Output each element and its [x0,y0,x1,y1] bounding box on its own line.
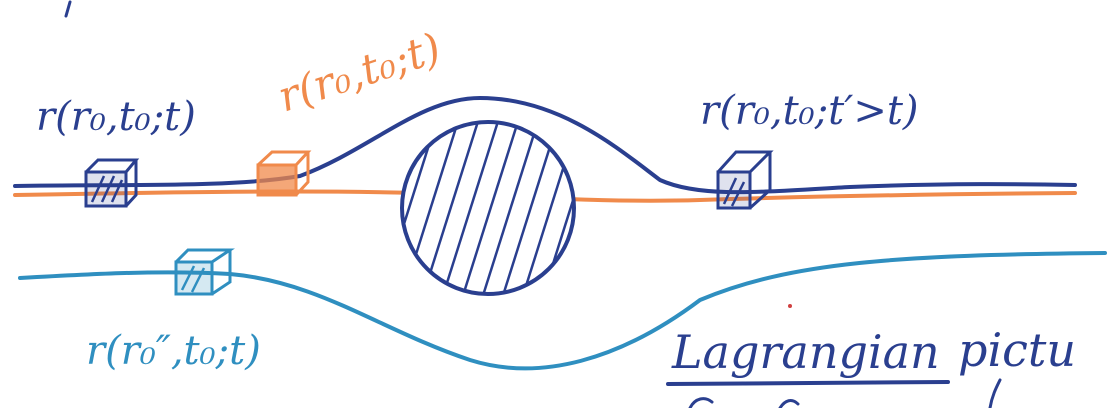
stray-mark [64,0,72,18]
label-orange-mid: r(r₀,t₀;t) [272,23,447,121]
navy-parcel-start [84,158,140,208]
bottom-scribbles [688,378,1002,408]
label-navy-end: r(r₀,t₀;t′>t) [700,88,919,134]
caption-picture: pictu [958,323,1076,377]
label-navy-start: r(r₀,t₀;t) [36,94,196,140]
red-dot [788,304,792,308]
teal-streamline [18,251,1107,371]
navy-streamline [13,95,1077,195]
obstacle-circle [400,120,576,296]
navy-parcel-end [716,150,774,210]
teal-parcel [174,248,235,296]
caption-lagrangian: Lagrangian [671,325,940,379]
orange-parcel [256,150,312,197]
label-teal-start: r(r₀″,t₀;t) [86,328,261,374]
caption-underline [666,380,950,386]
